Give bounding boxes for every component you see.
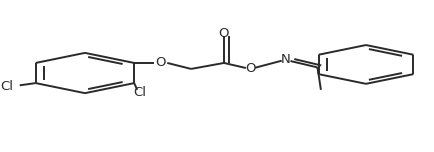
Text: N: N [281,54,291,66]
Text: O: O [219,27,229,40]
Text: Cl: Cl [133,86,146,99]
Text: O: O [245,62,255,75]
Text: Cl: Cl [0,80,13,93]
Text: O: O [155,56,166,69]
